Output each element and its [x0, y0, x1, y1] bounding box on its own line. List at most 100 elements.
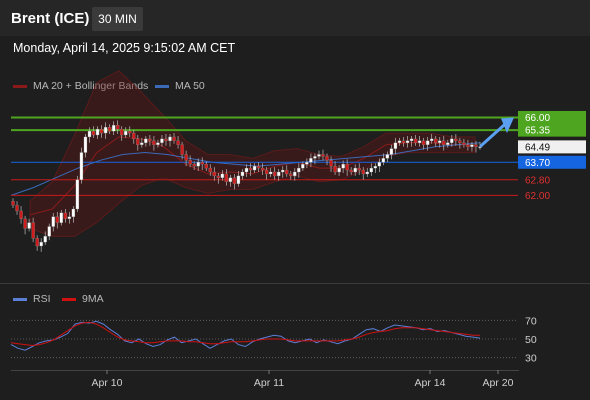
candle-body [168, 136, 172, 141]
candle [111, 121, 116, 135]
candle-body [59, 212, 63, 223]
legend-ma20: MA 20 + Bollinger Bands [13, 80, 148, 92]
candle-body [421, 140, 426, 145]
candle [454, 134, 458, 146]
rsi-ma-line [10, 321, 480, 347]
candle [99, 125, 104, 138]
candle [273, 167, 277, 180]
candle [236, 171, 241, 187]
candle-body [397, 140, 402, 143]
ma20-legend-label: MA 20 + Bollinger Bands [33, 80, 149, 92]
candle-body [95, 129, 100, 136]
candle-body [39, 241, 43, 247]
candle [87, 127, 92, 143]
candle-body [462, 142, 466, 145]
candle [256, 162, 261, 172]
level-pill-1 [518, 123, 586, 137]
level-label-2: 64.49 [518, 140, 586, 153]
candle-body [325, 156, 329, 161]
candle [19, 206, 23, 224]
candle [220, 170, 224, 181]
candle-body [120, 129, 124, 136]
candle [63, 209, 67, 223]
legend-rsi: RSI [13, 293, 51, 305]
candle-body [188, 160, 192, 165]
candle [39, 238, 43, 252]
candle [55, 211, 59, 229]
target-arrow-head [501, 117, 514, 134]
candle [184, 150, 188, 167]
candle-body [381, 158, 386, 163]
candle-body [75, 179, 80, 210]
candle [128, 126, 132, 137]
x-axis-line [11, 370, 519, 371]
candle [409, 135, 414, 147]
rsi-ma-swatch [62, 297, 76, 301]
candle [31, 217, 35, 243]
candle [458, 137, 462, 149]
candle-body [353, 167, 357, 173]
chart-header: Brent (ICE) 30 MIN [0, 0, 590, 36]
candle-body [224, 173, 229, 182]
candle-body [470, 144, 474, 147]
candle-body [71, 208, 76, 217]
candle [450, 135, 454, 147]
level-value-3: 63.70 [525, 158, 550, 169]
candle [293, 168, 297, 181]
candle [212, 167, 216, 181]
candle-body [55, 216, 59, 223]
candle-body [164, 138, 168, 141]
candle-body [341, 164, 345, 169]
candle-body [438, 140, 442, 143]
candle-body [450, 138, 454, 143]
candle [152, 135, 156, 151]
candle [361, 167, 365, 180]
x-tick-label: Apr 10 [92, 377, 123, 389]
candle-body [228, 177, 233, 182]
candle [216, 172, 220, 184]
candle-body [385, 154, 390, 159]
candle [277, 169, 281, 181]
candle [15, 201, 19, 215]
candle [321, 149, 325, 161]
rsi-tick-70: 70 [525, 315, 537, 327]
candle-body [446, 142, 450, 145]
x-tick-label: Apr 11 [254, 377, 284, 389]
candle-body [409, 138, 414, 141]
candle-body [369, 167, 373, 173]
candle [260, 163, 265, 175]
candle [438, 136, 442, 148]
ma50-legend-label: MA 50 [175, 80, 205, 92]
candle-body [83, 136, 88, 153]
candle [228, 174, 233, 187]
level-label-0: 66.00 [518, 110, 586, 124]
target-arrow-shaft [479, 121, 508, 148]
candle [168, 134, 172, 147]
candle-body [252, 166, 257, 171]
candle-body [417, 140, 422, 143]
candle [430, 134, 434, 144]
rsi-tick-50: 50 [525, 334, 537, 346]
candle [474, 140, 478, 153]
candle-body [293, 171, 297, 177]
candle [172, 133, 176, 144]
candle [462, 138, 466, 148]
candle-body [236, 175, 241, 184]
candle-body [317, 154, 321, 157]
candle [381, 153, 386, 166]
bollinger-band [29, 70, 476, 237]
candle-body [244, 167, 249, 173]
candle [313, 153, 317, 165]
candle [196, 158, 200, 172]
candle-body [99, 129, 104, 134]
candle [67, 211, 72, 224]
candle [83, 134, 88, 158]
candle-body [321, 154, 325, 157]
panel-separator [0, 283, 590, 284]
candle [413, 135, 418, 146]
level-value-2: 64.49 [525, 142, 550, 153]
candle [289, 171, 293, 180]
target-arrow [479, 117, 514, 148]
timeframe-button[interactable]: 30 MIN [92, 7, 143, 31]
